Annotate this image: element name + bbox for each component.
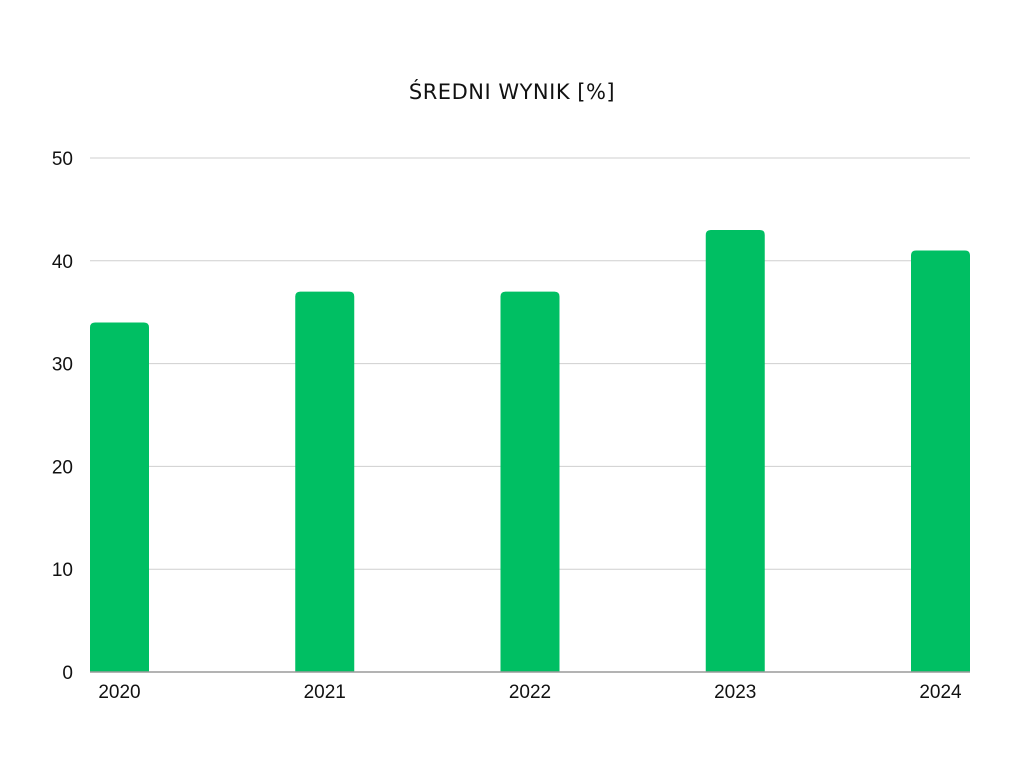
- bar-2022: [500, 291, 560, 672]
- x-tick-label: 2020: [98, 682, 140, 703]
- x-tick-label: 2024: [919, 682, 962, 703]
- y-tick-label: 10: [52, 560, 73, 581]
- y-tick-label: 50: [52, 149, 73, 170]
- x-tick-label: 2023: [714, 682, 756, 703]
- chart-title: ŚREDNI WYNIK [%]: [409, 79, 615, 104]
- y-tick-label: 0: [62, 663, 73, 684]
- y-tick-label: 40: [52, 252, 73, 273]
- bar-2020: [90, 322, 149, 672]
- bar-layer: [90, 229, 970, 672]
- bar-2021: [295, 291, 355, 672]
- axis-layer: 0 10 20 30 40 50 2020 2021 2022 2023 2024: [52, 149, 970, 703]
- x-tick-label: 2022: [509, 682, 551, 703]
- y-tick-label: 20: [52, 457, 73, 478]
- bar-2023: [705, 229, 765, 672]
- bar-2024: [911, 250, 970, 672]
- x-tick-label: 2021: [304, 682, 346, 703]
- y-tick-label: 30: [52, 355, 73, 376]
